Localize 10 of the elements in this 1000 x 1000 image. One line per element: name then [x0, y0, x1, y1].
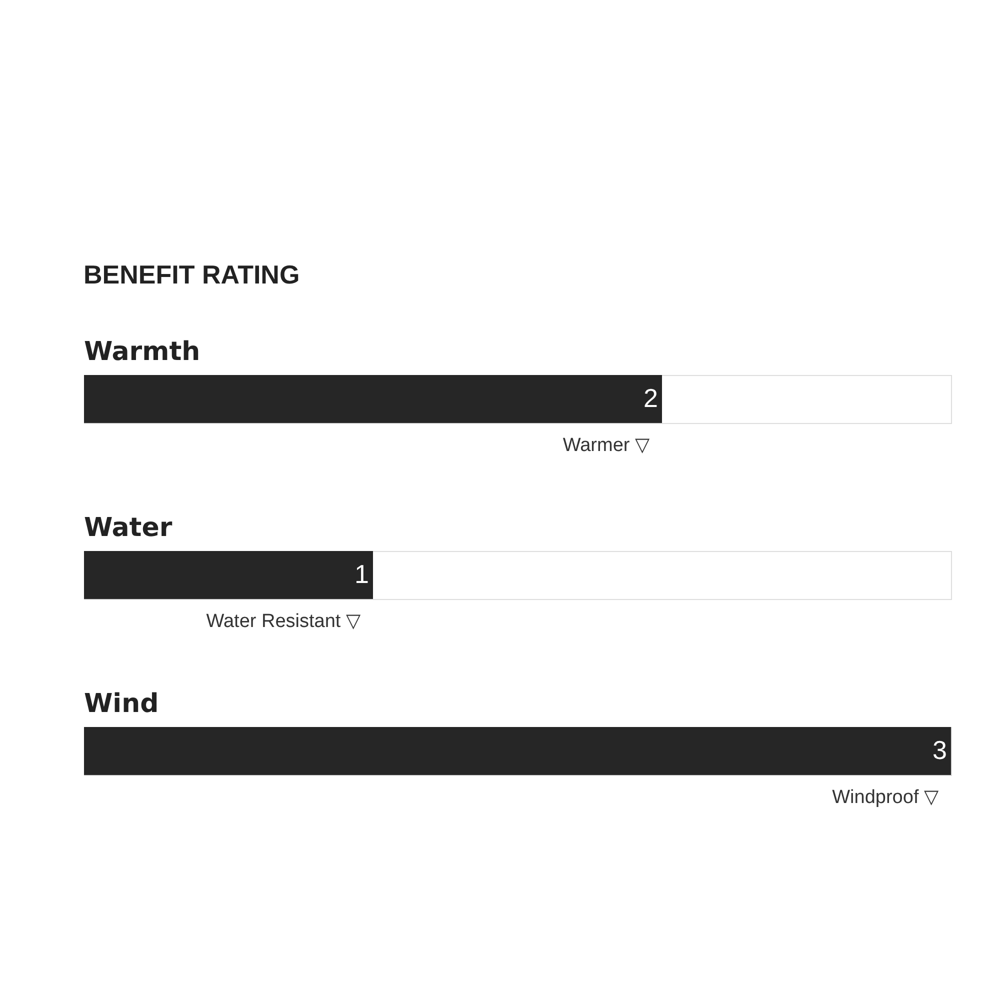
annotation: Warmer ▽ — [562, 435, 650, 456]
annotation: Windproof ▽ — [832, 787, 939, 808]
annotation: Water Resistant ▽ — [206, 611, 361, 632]
y-tick-label: Wind — [84, 689, 159, 719]
chart-title: BENEFIT RATING — [84, 260, 300, 290]
y-tick-label: Water — [84, 513, 172, 543]
y-tick-label: Warmth — [84, 337, 200, 367]
data-label: 2 — [644, 383, 658, 413]
data-label: 1 — [354, 559, 369, 589]
data-label: 3 — [932, 735, 947, 765]
